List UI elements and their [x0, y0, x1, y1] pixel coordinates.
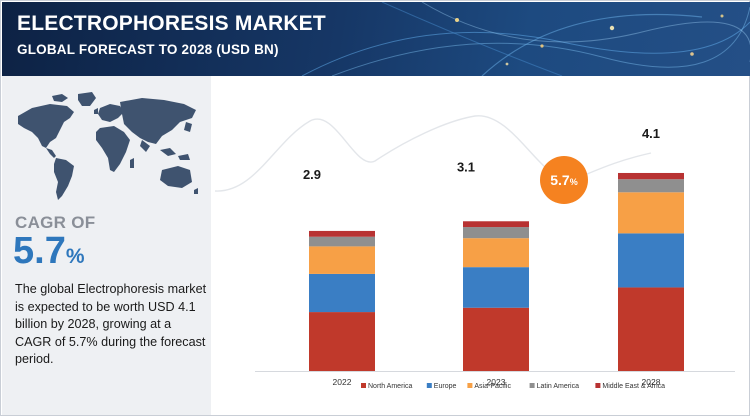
bar-segment-2023-europe — [463, 267, 529, 308]
bar-total-label-2023: 3.1 — [457, 159, 475, 174]
bar-segment-2022-middle-east-africa — [309, 230, 375, 237]
bar-segment-2028-middle-east-africa — [618, 172, 684, 180]
bar-segment-2023-middle-east-africa — [463, 221, 529, 228]
bar-segment-2028-north-america — [618, 287, 684, 371]
bar-segment-2028-asia-pacific — [618, 192, 684, 234]
chart-legend: North America Europe Asia-Pacific Latin Ame… — [361, 383, 665, 390]
bar-segment-2023-asia-pacific — [463, 238, 529, 268]
summary-panel: CAGR OF 5.7% The global Electrophoresis … — [2, 76, 211, 415]
bar-segment-2023-north-america — [463, 307, 529, 371]
cagr-value: 5.7% — [13, 230, 85, 273]
cagr-label: CAGR OF — [15, 213, 96, 232]
bar-segment-2022-latin-america — [309, 236, 375, 247]
cagr-percent-sign: % — [65, 245, 85, 268]
legend-label-north-america: North America — [368, 383, 412, 390]
cagr-badge-number: 5.7 — [550, 172, 570, 188]
bar-segment-2022-europe — [309, 273, 375, 313]
world-map-icon — [18, 92, 198, 200]
cagr-badge-percent: % — [570, 177, 578, 187]
cagr-number: 5.7 — [13, 230, 66, 272]
legend-swatch-north-america — [361, 383, 366, 388]
x-tick-label-2023: 2023 — [487, 377, 506, 387]
legend-swatch-asia-pacific — [467, 383, 473, 388]
legend-swatch-europe — [426, 383, 432, 388]
stacked-bar-chart: 2.9 2022 3.1 2023 4.1 2028 5.7% North America Eu… — [215, 115, 735, 390]
cagr-badge-circle — [540, 156, 588, 204]
bar-total-label-2022: 2.9 — [303, 167, 321, 182]
bar-segment-2023-latin-america — [463, 227, 529, 239]
bar-total-label-2028: 4.1 — [642, 126, 660, 141]
bar-segment-2028-europe — [618, 233, 684, 288]
cagr-badge-text: 5.7% — [550, 172, 577, 188]
bar-segment-2022-asia-pacific — [309, 246, 375, 274]
legend-label-latin-america: Latin America — [537, 383, 580, 390]
page-subtitle: GLOBAL FORECAST TO 2028 (USD BN) — [17, 42, 279, 57]
legend-label-europe: Europe — [434, 383, 457, 390]
legend-swatch-middle-east-africa — [595, 383, 601, 388]
cagr-badge: 5.7% — [540, 156, 588, 204]
legend-swatch-latin-america — [529, 383, 535, 388]
header-light-streaks-decoration — [301, 2, 750, 76]
market-description: The global Electrophoresis market is exp… — [15, 282, 207, 366]
page-title: ELECTROPHORESIS MARKET — [17, 12, 326, 35]
legend-label-middle-east-africa: Middle East & Africa — [602, 383, 665, 390]
bar-segment-2022-north-america — [309, 312, 375, 371]
header-banner: ELECTROPHORESIS MARKET GLOBAL FORECAST T… — [2, 2, 750, 76]
legend-label-asia-pacific: Asia-Pacific — [474, 383, 511, 390]
x-tick-label-2022: 2022 — [333, 377, 352, 387]
bar-segment-2028-latin-america — [618, 179, 684, 193]
x-tick-label-2028: 2028 — [642, 377, 661, 387]
